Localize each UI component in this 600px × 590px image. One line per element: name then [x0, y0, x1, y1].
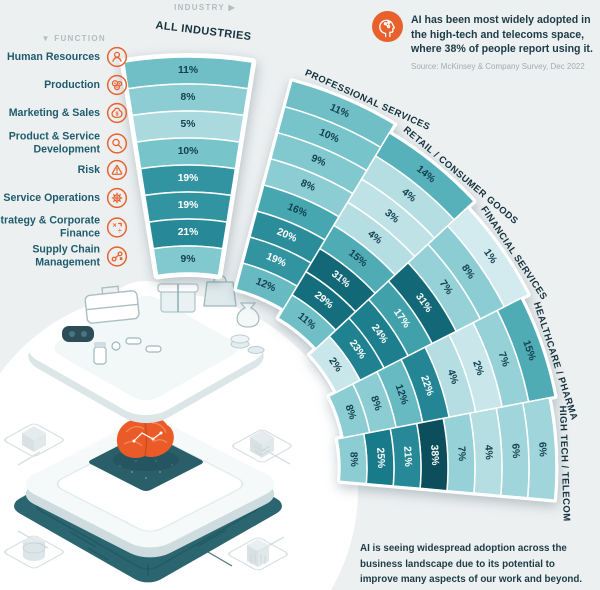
callout-text: AI has been most widely adopted in the h…	[411, 14, 593, 56]
industry-wedge-high-tech-telecom: 6% 6% 4% 7% 38% 21% 25% 8% HIGH TECH / TELECOM	[336, 397, 572, 522]
industry-label: HIGH TECH / TELECOM	[557, 406, 572, 522]
corner-node-icons	[4, 423, 292, 571]
heatmap-cell	[336, 433, 368, 485]
cell-value-label: 2%	[470, 359, 485, 377]
cell-value-label: 8%	[343, 403, 358, 421]
cell-value-label: 4%	[482, 445, 494, 460]
brain-icon	[113, 415, 179, 471]
briefcase-icon	[84, 285, 140, 324]
cell-value-label: 9%	[309, 153, 327, 169]
cell-value-label: 11%	[178, 65, 198, 76]
cell-value-label: 8%	[181, 92, 196, 103]
floating-tray	[28, 274, 265, 424]
callout-body: AI has been most widely adopted in the h…	[411, 11, 600, 71]
industry-axis-label: INDUSTRY ▶	[150, 3, 260, 12]
cell-value-label: 6%	[509, 443, 521, 458]
arrow-right-icon: ▶	[228, 3, 236, 12]
cell-value-label: 19%	[178, 173, 199, 184]
cell-value-label: 21%	[401, 446, 413, 467]
cell-value-label: 10%	[178, 146, 199, 157]
arrow-down-icon: ▼	[41, 34, 51, 43]
cell-value-label: 7%	[455, 446, 467, 461]
ai-brain-illustration	[0, 274, 358, 590]
callout-source: Source: McKinsey & Company Survey, Dec 2…	[411, 61, 585, 71]
shopping-bag-icon	[203, 274, 237, 307]
vr-headset-icon	[62, 326, 94, 342]
cell-value-label: 8%	[347, 452, 359, 467]
brain-head-icon	[372, 11, 403, 42]
callout: AI has been most widely adopted in the h…	[372, 11, 593, 71]
coins-icon	[230, 334, 265, 354]
gift-box-icon	[157, 283, 199, 313]
cell-value-label: 38%	[428, 445, 440, 466]
industry-label: ALL INDUSTRIES	[155, 19, 252, 43]
bottle-icon	[93, 342, 107, 365]
cell-value-label: 9%	[181, 254, 196, 265]
heatmap-cell	[152, 245, 224, 277]
function-axis-label: ▼ FUNCTION	[22, 34, 106, 43]
industry-wedge-professional-services: 11%10%9%8%16%20%19%12%PROFESSIONAL SERVI…	[235, 68, 432, 311]
cell-value-label: 25%	[374, 447, 386, 468]
industry-axis-text: INDUSTRY	[174, 3, 225, 12]
cell-value-label: 7%	[496, 351, 511, 369]
money-sack-icon	[236, 302, 260, 328]
industry-wedge-all-industries: 11% 8% 5% 10% 19% 19% 21% 9% ALL INDUSTRIES	[122, 19, 254, 277]
function-axis-text: FUNCTION	[54, 34, 106, 43]
cell-value-label: 6%	[536, 442, 548, 457]
cell-value-label: 8%	[368, 395, 383, 413]
cell-value-label: 19%	[178, 200, 199, 211]
industry-wedge-retail-consumer-goods: 14%4%3%4%15%31%29%11%RETAIL / CONSUMER G…	[277, 124, 520, 350]
cell-value-label: 4%	[445, 368, 460, 386]
cell-value-label: 5%	[181, 119, 196, 130]
pills-icon	[111, 337, 162, 353]
industry-wedge-financial-services: 1%8%7%31%17%24%23%2%FINANCIAL SERVICES	[308, 204, 549, 394]
bottom-caption: AI is seeing widespread adoption across …	[360, 543, 583, 586]
industry-wedge-healthcare-pharma: 15%7%2%4%22%12%8%8% HEALTHCARE / PHARMA	[328, 297, 580, 439]
cell-value-label: 21%	[178, 227, 199, 238]
cell-value-label: 8%	[299, 178, 317, 194]
